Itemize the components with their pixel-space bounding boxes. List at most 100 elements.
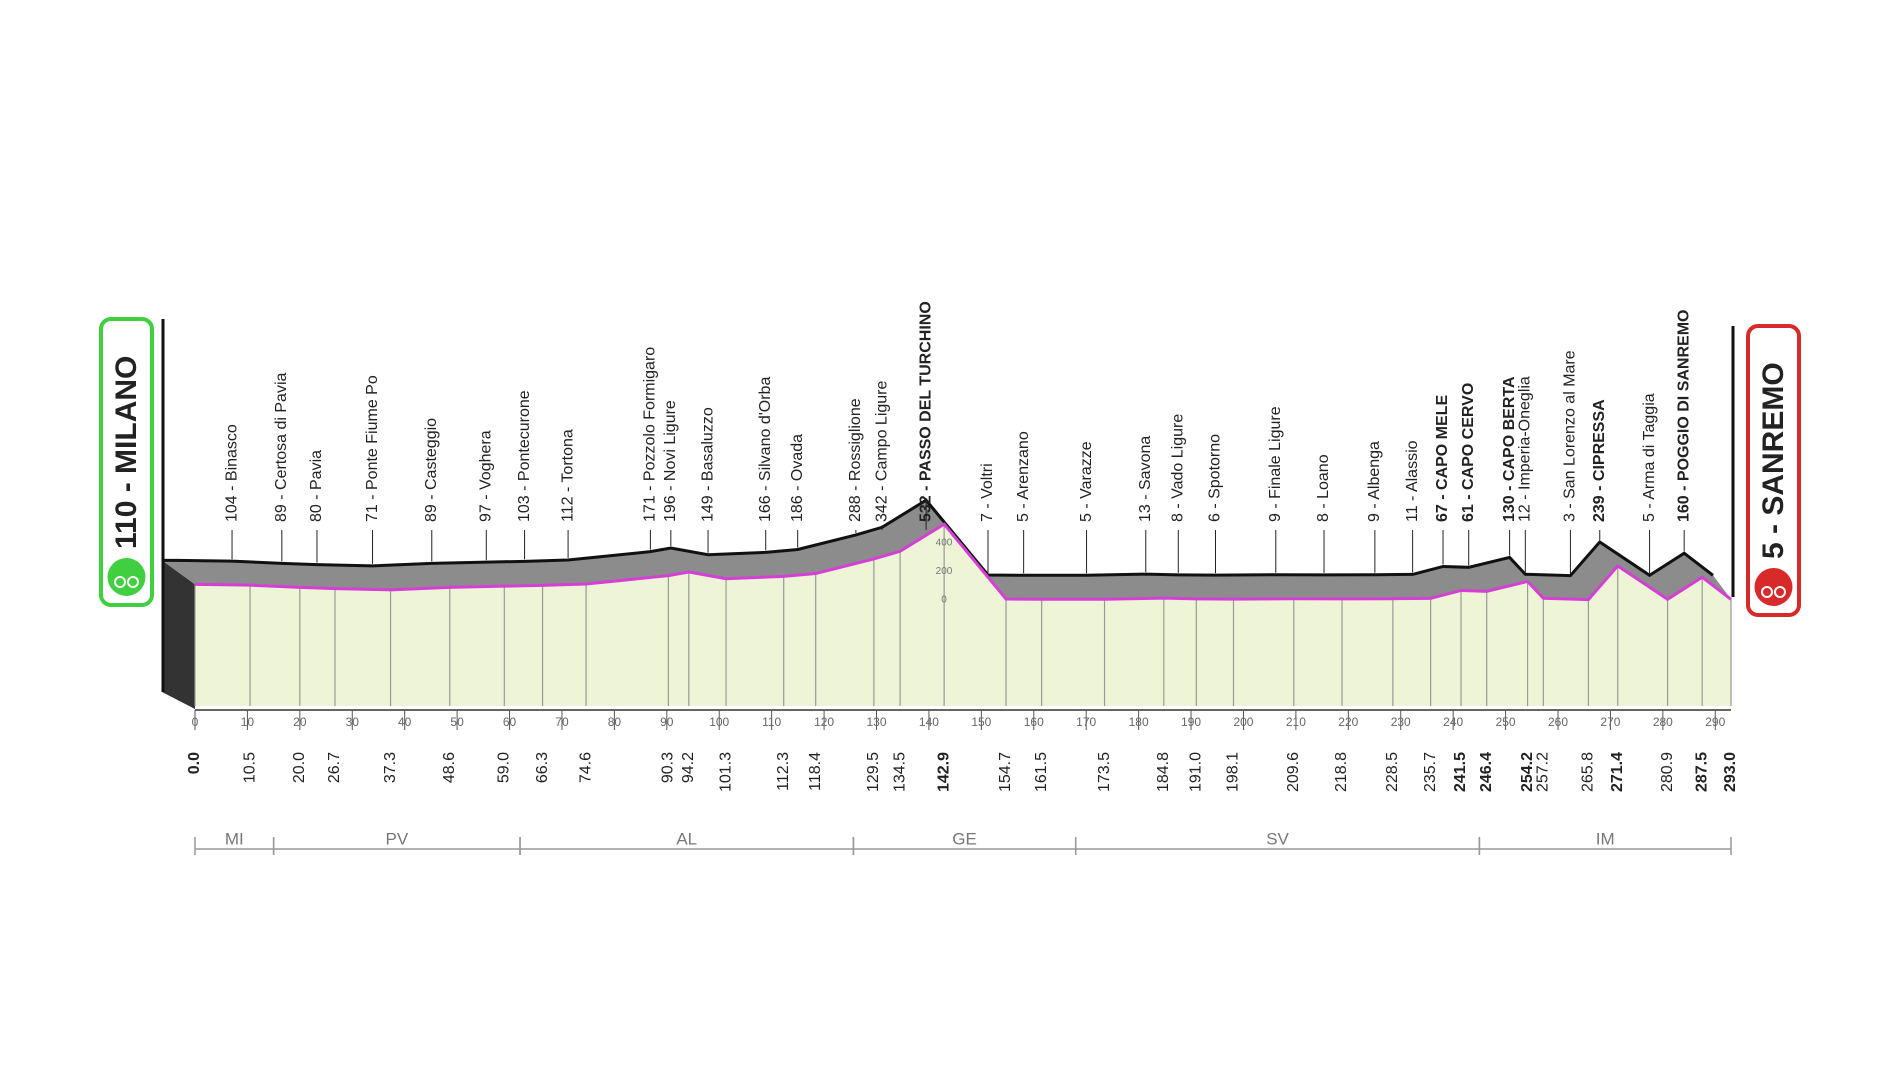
x-tick-label: 180 <box>1129 715 1149 729</box>
km-label: 173.5 <box>1096 752 1113 792</box>
km-label: 184.8 <box>1155 752 1172 792</box>
x-tick-label: 190 <box>1181 715 1201 729</box>
km-label: 118.4 <box>807 752 824 791</box>
waypoint-label: 149 - Basaluzzo <box>699 407 716 522</box>
x-tick-label: 240 <box>1443 715 1463 729</box>
km-label: 161.5 <box>1033 752 1050 792</box>
km-label: 101.3 <box>717 752 734 792</box>
province-label: SV <box>1266 829 1289 848</box>
waypoint-label: 532 - PASSO DEL TURCHINO <box>917 301 934 522</box>
profile-shadow <box>162 500 1731 600</box>
km-label: 228.5 <box>1384 752 1401 792</box>
x-tick-label: 90 <box>660 715 674 729</box>
x-tick-label: 270 <box>1600 715 1620 729</box>
province-label: GE <box>952 829 977 848</box>
km-label: 154.7 <box>997 752 1014 792</box>
waypoint-label: 6 - Spotorno <box>1207 434 1224 522</box>
x-tick-label: 280 <box>1653 715 1673 729</box>
km-label: 218.8 <box>1333 752 1350 792</box>
km-label: 235.7 <box>1422 752 1439 792</box>
waypoint-label: 239 - CIPRESSA <box>1591 399 1608 522</box>
km-label: 66.3 <box>534 752 551 783</box>
x-tick-label: 250 <box>1496 715 1516 729</box>
km-label: 142.9 <box>935 752 952 792</box>
finish-wheel <box>1774 586 1786 598</box>
x-tick-label: 40 <box>398 715 412 729</box>
profile-area <box>195 524 1731 706</box>
x-tick-label: 20 <box>293 715 307 729</box>
km-label: 129.5 <box>865 752 882 792</box>
waypoint-label: 130 - CAPO BERTA <box>1501 376 1518 522</box>
profile-side <box>162 560 195 709</box>
waypoint-label: 9 - Albenga <box>1366 441 1383 522</box>
x-tick-label: 70 <box>555 715 569 729</box>
waypoint-label: 5 - Arma di Taggia <box>1641 393 1658 522</box>
waypoint-label: 61 - CAPO CERVO <box>1460 383 1477 522</box>
waypoint-label: 8 - Vado Ligure <box>1170 414 1187 522</box>
x-tick-label: 220 <box>1338 715 1358 729</box>
x-tick-label: 120 <box>814 715 834 729</box>
finish-wheel <box>1761 586 1773 598</box>
km-label: 20.0 <box>291 752 308 783</box>
x-tick-label: 210 <box>1286 715 1306 729</box>
waypoint-label: 288 - Rossiglione <box>847 398 864 522</box>
waypoint-label: 11 - Alassio <box>1404 440 1421 522</box>
waypoint-label: 103 - Pontecurone <box>516 390 533 522</box>
waypoint-label: 5 - Arenzano <box>1015 431 1032 522</box>
waypoint-label: 160 - POGGIO DI SANREMO <box>1675 310 1692 522</box>
x-tick-label: 100 <box>709 715 729 729</box>
x-tick-label: 60 <box>503 715 517 729</box>
waypoint-label: 71 - Ponte Fiume Po <box>364 375 381 522</box>
km-label: 241.5 <box>1452 752 1469 792</box>
x-tick-label: 140 <box>919 715 939 729</box>
waypoint-label: 112 - Tortona <box>559 429 576 522</box>
km-label: 246.4 <box>1478 752 1495 792</box>
start-wheel <box>127 576 139 588</box>
km-label: 48.6 <box>441 752 458 783</box>
start-badge <box>99 317 154 607</box>
km-label: 191.0 <box>1188 752 1205 792</box>
x-tick-label: 10 <box>241 715 255 729</box>
km-label: 198.1 <box>1225 752 1242 792</box>
waypoint-label: 13 - Savona <box>1137 436 1154 522</box>
waypoint-label: 3 - San Lorenzo al Mare <box>1562 350 1579 522</box>
x-tick-label: 0 <box>192 715 199 729</box>
x-tick-label: 230 <box>1391 715 1411 729</box>
province-label: MI <box>225 829 244 848</box>
km-label: 59.0 <box>496 752 513 783</box>
km-label: 94.2 <box>680 752 697 783</box>
x-tick-label: 160 <box>1024 715 1044 729</box>
km-label: 74.6 <box>577 752 594 783</box>
km-label: 37.3 <box>382 752 399 783</box>
waypoint-label: 196 - Novi Ligure <box>662 400 679 522</box>
y-tick-label: 0 <box>941 595 947 606</box>
waypoint-label: 8 - Loano <box>1315 454 1332 522</box>
waypoint-label: 89 - Certosa di Pavia <box>273 372 290 522</box>
km-label: 287.5 <box>1693 752 1710 792</box>
waypoint-label: 171 - Pozzolo Formigaro <box>642 347 659 522</box>
km-label: 254.2 <box>1519 752 1536 792</box>
province-label: IM <box>1596 829 1615 848</box>
km-label: 10.5 <box>241 752 258 783</box>
waypoint-label: 5 - Varazze <box>1078 441 1095 522</box>
waypoint-label: 80 - Pavia <box>308 450 325 522</box>
x-tick-label: 80 <box>608 715 622 729</box>
km-label: 293.0 <box>1722 752 1739 792</box>
x-tick-label: 50 <box>450 715 464 729</box>
km-label: 280.9 <box>1659 752 1676 792</box>
start-label: 110 - MILANO <box>110 356 143 549</box>
x-tick-label: 170 <box>1076 715 1096 729</box>
finish-label: 5 - SANREMO <box>1757 362 1790 559</box>
km-label: 265.8 <box>1580 752 1597 792</box>
waypoint-label: 104 - Binasco <box>223 424 240 522</box>
waypoint-label: 7 - Voltri <box>979 463 996 522</box>
km-label: 112.3 <box>775 752 792 791</box>
km-label: 209.6 <box>1285 752 1302 792</box>
waypoint-label: 89 - Casteggio <box>423 418 440 522</box>
x-tick-label: 200 <box>1233 715 1253 729</box>
km-label: 26.7 <box>326 752 343 783</box>
profile-line <box>194 522 1732 602</box>
finish-icon <box>1754 568 1793 606</box>
x-tick-label: 150 <box>971 715 991 729</box>
